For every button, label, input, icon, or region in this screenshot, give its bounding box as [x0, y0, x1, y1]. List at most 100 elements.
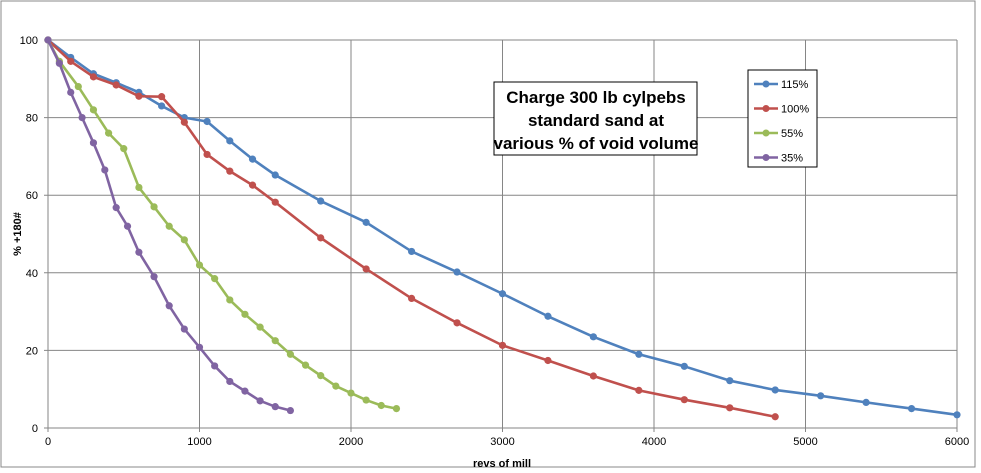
y-axis-label: % +180#	[12, 212, 24, 256]
data-point	[635, 386, 643, 394]
data-point	[498, 341, 507, 349]
data-point	[271, 403, 279, 411]
data-point	[158, 93, 166, 101]
legend-label: 55%	[781, 128, 803, 140]
data-point	[180, 236, 188, 244]
data-point	[862, 398, 870, 406]
data-point	[105, 129, 113, 137]
data-point	[392, 405, 401, 413]
series-line	[47, 38, 958, 417]
data-point	[271, 337, 279, 345]
data-point	[211, 362, 219, 370]
data-point	[89, 73, 98, 81]
data-point	[408, 247, 416, 256]
legend-marker	[762, 129, 770, 137]
data-point	[453, 319, 461, 327]
data-point	[135, 248, 143, 256]
legend-marker	[762, 105, 770, 112]
data-point	[332, 382, 340, 390]
data-point	[248, 155, 257, 163]
data-point	[165, 302, 173, 310]
data-point	[101, 166, 109, 174]
data-point	[241, 387, 249, 395]
data-point	[301, 361, 310, 369]
legend-item: 55%	[754, 128, 803, 140]
data-point	[362, 265, 370, 273]
data-point	[362, 218, 370, 226]
data-point	[248, 181, 257, 189]
data-point	[317, 234, 325, 242]
title-box-frame	[493, 81, 698, 156]
legend-item: 35%	[754, 153, 803, 165]
series-35pct	[44, 36, 294, 415]
series-line	[47, 39, 776, 419]
tick-labels: 0 1000 2000 3000 4000 5000 6000 0 20 40 60 80 100	[20, 35, 970, 448]
data-point	[256, 323, 264, 331]
data-point	[408, 294, 416, 303]
y-tick-label: 100	[20, 35, 38, 47]
legend-marker	[762, 80, 770, 88]
title-box: Charge 300 lb cylpebs standard sand at v…	[493, 81, 699, 156]
y-tick-label: 20	[26, 345, 38, 357]
data-point	[67, 88, 75, 96]
data-point	[377, 401, 385, 410]
data-point	[726, 404, 734, 412]
data-point	[544, 356, 552, 365]
data-point	[44, 36, 52, 44]
data-point	[89, 106, 98, 114]
data-point	[211, 275, 219, 283]
data-point	[680, 396, 688, 404]
data-point	[55, 59, 63, 67]
y-tick-label: 80	[26, 113, 38, 125]
data-point	[135, 92, 143, 100]
data-point	[74, 82, 82, 91]
x-tick-label: 2000	[339, 436, 363, 448]
data-point	[817, 392, 825, 400]
data-point	[123, 222, 132, 230]
series-100pct	[44, 36, 779, 421]
title-line-2: standard sand at	[528, 111, 664, 130]
data-point	[907, 405, 916, 413]
data-point	[498, 290, 507, 298]
title-line-1: Charge 300 lb cylpebs	[506, 88, 686, 107]
data-point	[317, 197, 325, 205]
data-point	[120, 145, 128, 153]
x-axis-label: revs of mill	[473, 458, 531, 470]
y-tick-label: 60	[26, 190, 38, 202]
data-point	[286, 350, 294, 358]
data-point	[195, 261, 204, 269]
data-point	[226, 296, 234, 304]
legend-label: 100%	[781, 104, 809, 116]
data-point	[150, 273, 158, 281]
legend-item: 100%	[754, 104, 809, 116]
data-point	[271, 171, 279, 179]
data-point	[112, 81, 120, 89]
data-point	[771, 413, 779, 421]
data-point	[589, 333, 598, 341]
data-point	[317, 372, 325, 380]
data-point	[112, 204, 120, 212]
x-tick-label: 4000	[642, 436, 666, 448]
data-point	[226, 377, 234, 386]
data-point	[226, 167, 234, 175]
data-point	[362, 396, 370, 404]
y-tick-label: 0	[32, 423, 38, 435]
legend-marker	[762, 154, 770, 161]
x-tick-label: 1000	[187, 436, 211, 448]
data-point	[271, 198, 279, 206]
data-point	[726, 377, 734, 385]
data-point	[953, 411, 961, 419]
data-point	[453, 268, 461, 276]
data-point	[226, 137, 234, 145]
data-point	[180, 118, 188, 126]
x-tick-label: 3000	[490, 436, 514, 448]
data-point	[78, 114, 86, 122]
data-point	[589, 372, 598, 380]
data-point	[635, 350, 643, 358]
y-tick-label: 40	[26, 268, 38, 280]
data-point	[286, 406, 294, 415]
data-point	[347, 389, 355, 397]
gridlines	[44, 39, 958, 432]
